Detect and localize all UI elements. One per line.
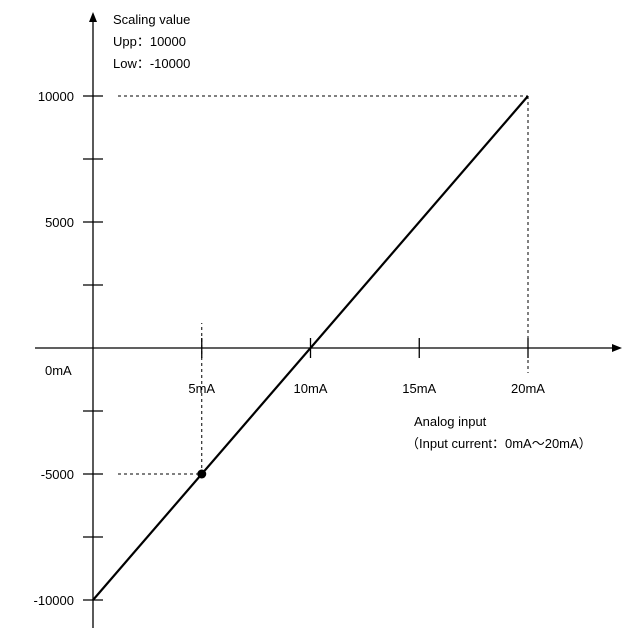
x-tick-label: 20mA [511, 381, 545, 396]
data-series [92, 95, 529, 601]
y-axis-arrow [89, 12, 97, 22]
y-tick-label: 5000 [45, 215, 74, 230]
x-tick-label: 15mA [402, 381, 436, 396]
axis-ticks: 10000 5000 -5000 -10000 5mA 10mA 15mA 20mA [34, 89, 546, 608]
x-tick-label: 10mA [294, 381, 328, 396]
x-origin-label: 0mA [45, 363, 72, 378]
y-axis-title-line-2: Upp：10000 [113, 34, 186, 49]
x-axis-title-line-2: （Input current：0mA～20mA） [406, 436, 592, 451]
highlight-points [197, 469, 207, 479]
x-axis-title-line-1: Analog input [414, 414, 487, 429]
guide-lines [118, 95, 529, 475]
y-tick-label: -10000 [34, 593, 74, 608]
y-axis-title-line-3: Low：-10000 [113, 56, 190, 71]
x-tick-label: 5mA [188, 381, 215, 396]
data-point-marker [197, 469, 207, 479]
y-tick-label: 10000 [38, 89, 74, 104]
axes [35, 12, 622, 628]
x-axis-arrow [612, 344, 622, 352]
y-axis-title-line-1: Scaling value [113, 12, 190, 27]
series-line [92, 95, 529, 601]
y-tick-label: -5000 [41, 467, 74, 482]
